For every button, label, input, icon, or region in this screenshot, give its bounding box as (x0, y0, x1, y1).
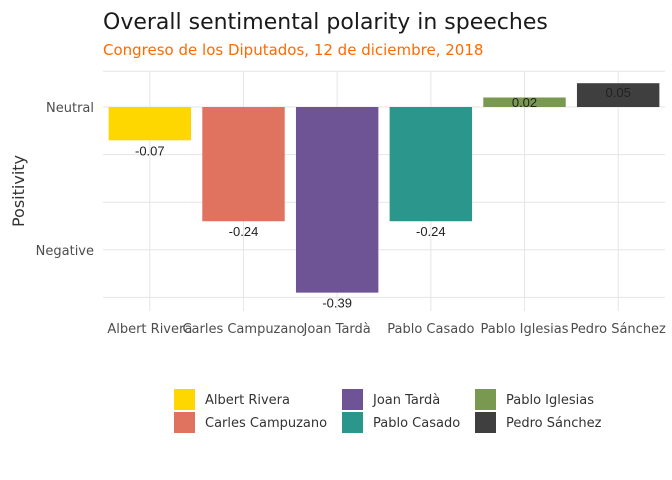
data-label: -0.24 (229, 224, 259, 239)
legend-label: Pablo Casado (373, 416, 460, 431)
legend-label: Pablo Iglesias (506, 393, 594, 408)
y-tick-label: Negative (36, 244, 94, 259)
x-tick-label: Albert Rivera (107, 322, 192, 337)
legend-label: Joan Tardà (372, 393, 440, 408)
data-label: -0.24 (416, 224, 446, 239)
bar-pablo-iglesias (483, 97, 566, 107)
data-label: 0.05 (606, 85, 631, 100)
legend-swatch (475, 389, 496, 410)
legend: Albert Rivera Carles Campuzano Joan Tardà P… (174, 389, 602, 433)
legend-swatch (174, 412, 195, 433)
y-tick-label: Neutral (46, 101, 94, 116)
data-label: -0.07 (135, 143, 165, 158)
x-tick-label: Pablo Casado (387, 322, 474, 337)
bar-pedro-sánchez (576, 83, 660, 107)
legend-label: Pedro Sánchez (506, 416, 602, 431)
x-tick-label: Joan Tardà (303, 322, 371, 337)
x-tick-label: Carles Campuzano (182, 322, 304, 337)
x-tick-label: Pablo Iglesias (481, 322, 569, 337)
bar-joan-tardà (295, 107, 379, 293)
x-tick-label: Pedro Sánchez (570, 322, 666, 337)
chart-subtitle: Congreso de los Diputados, 12 de diciemb… (103, 41, 483, 59)
legend-swatch (174, 389, 195, 410)
legend-swatch (475, 412, 496, 433)
bar-albert-rivera (108, 107, 192, 141)
legend-label: Albert Rivera (205, 393, 290, 408)
grid-layer (103, 70, 665, 311)
bar-carles-campuzano (202, 107, 285, 222)
legend-swatch (342, 389, 363, 410)
data-labels-layer: -0.07 -0.24 -0.39 -0.24 0.02 0.05 (135, 85, 631, 311)
data-label: -0.39 (322, 296, 352, 311)
legend-swatch (342, 412, 363, 433)
chart-title: Overall sentimental polarity in speeches (103, 10, 548, 35)
bars-layer (108, 83, 660, 293)
bar-pablo-casado (389, 107, 473, 222)
data-label: 0.02 (512, 95, 537, 110)
y-ticks-layer: Neutral Negative (36, 101, 94, 259)
y-axis-label: Positivity (9, 155, 28, 227)
legend-label: Carles Campuzano (205, 416, 327, 431)
